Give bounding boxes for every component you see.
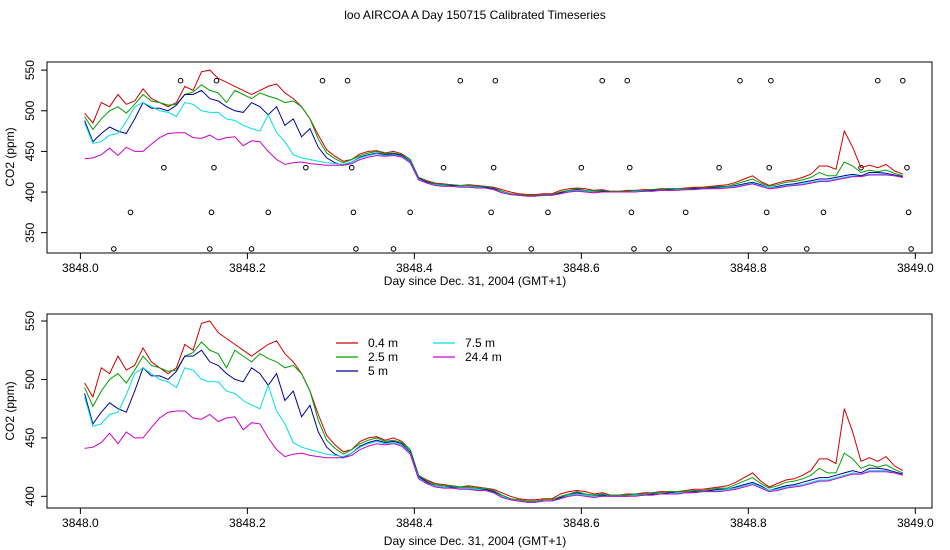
data-point	[110, 246, 117, 252]
data-point	[265, 209, 272, 216]
data-point	[874, 77, 881, 84]
bottom-plot-frame	[46, 313, 933, 509]
data-point	[177, 77, 184, 84]
legend: 0.4 m2.5 m5 m 7.5 m24.4 m	[336, 336, 502, 378]
data-point	[350, 209, 357, 216]
bottom-x-tick-label: 3848.8	[730, 516, 767, 530]
top-series-line-24-4-m	[84, 132, 903, 197]
legend-label: 5 m	[368, 364, 388, 378]
top-y-axis-label: CO2 (ppm)	[3, 127, 17, 186]
top-y-tick-label: 500	[23, 100, 37, 120]
data-point	[904, 164, 910, 171]
top-y-tick-label: 350	[23, 222, 37, 242]
data-point	[820, 209, 827, 216]
data-point	[488, 209, 494, 216]
legend-label: 2.5 m	[368, 350, 398, 364]
data-point	[211, 164, 217, 171]
top-x-tick-label: 3848.4	[396, 261, 433, 275]
data-point	[628, 209, 635, 216]
chart-title: loo AIRCOA A Day 150715 Calibrated Times…	[344, 8, 605, 22]
data-point	[578, 164, 585, 171]
data-point	[440, 164, 447, 171]
data-point	[899, 77, 906, 84]
bottom-panel: Day since Dec. 31, 2004 (GMT+1) CO2 (ppm…	[3, 311, 934, 548]
data-point	[213, 77, 220, 84]
data-point	[908, 246, 914, 252]
data-point	[208, 209, 215, 216]
top-panel: Day since Dec. 31, 2004 (GMT+1) CO2 (ppm…	[3, 60, 934, 288]
data-point	[207, 246, 213, 252]
legend-label: 0.4 m	[368, 336, 398, 350]
bottom-x-tick-label: 3848.6	[563, 516, 600, 530]
legend-label: 24.4 m	[465, 350, 502, 364]
data-point	[545, 209, 551, 216]
data-point	[766, 164, 772, 171]
bottom-y-tick-label: 550	[23, 311, 37, 331]
top-x-tick-label: 3849.0	[897, 261, 934, 275]
data-point	[457, 77, 464, 84]
top-y-tick-label: 550	[23, 60, 37, 80]
data-point	[737, 77, 743, 84]
data-point	[768, 77, 774, 84]
data-point	[319, 77, 326, 84]
top-y-tick-label: 450	[23, 141, 37, 161]
data-point	[528, 246, 535, 252]
top-x-axis-label: Day since Dec. 31, 2004 (GMT+1)	[384, 274, 566, 288]
bottom-x-axis-label: Day since Dec. 31, 2004 (GMT+1)	[384, 534, 566, 548]
top-x-tick-label: 3848.8	[730, 261, 767, 275]
data-point	[599, 77, 606, 84]
data-point	[248, 246, 255, 252]
top-x-tick-label: 3848.0	[62, 261, 99, 275]
data-point	[803, 246, 810, 252]
data-point	[858, 164, 864, 171]
top-series-line-0-4-m	[84, 69, 903, 195]
data-point	[624, 77, 631, 84]
data-point	[344, 77, 351, 84]
top-y-tick-label: 400	[23, 182, 37, 202]
bottom-y-axis-label: CO2 (ppm)	[3, 381, 17, 440]
top-series-line-2-5-m	[84, 84, 903, 196]
data-point	[486, 246, 493, 252]
bottom-y-tick-label: 400	[23, 486, 37, 506]
top-series-line-5-m	[84, 89, 903, 197]
bottom-y-tick-label: 500	[23, 369, 37, 389]
bottom-x-tick-label: 3848.4	[396, 516, 433, 530]
data-point	[631, 246, 637, 252]
data-point	[127, 209, 134, 216]
bottom-series-line-0-4-m	[84, 320, 904, 501]
bottom-series-line-24-4-m	[84, 410, 903, 503]
top-x-tick-label: 3848.6	[563, 261, 600, 275]
bottom-series-line-2-5-m	[84, 341, 903, 502]
data-point	[303, 164, 309, 171]
data-point	[492, 77, 499, 84]
data-point	[682, 209, 689, 216]
data-point	[161, 164, 167, 171]
data-point	[490, 164, 497, 171]
data-point	[407, 209, 413, 216]
data-point	[666, 246, 672, 252]
legend-label: 7.5 m	[465, 336, 495, 350]
data-point	[762, 246, 768, 252]
data-point	[905, 209, 912, 216]
bottom-x-tick-label: 3848.0	[62, 516, 99, 530]
data-point	[763, 209, 770, 216]
data-point	[716, 164, 722, 171]
bottom-x-tick-label: 3848.2	[229, 516, 266, 530]
data-point	[390, 246, 397, 252]
data-point	[353, 246, 359, 252]
data-point	[348, 164, 355, 171]
data-point	[626, 164, 633, 171]
bottom-series-line-5-m	[84, 349, 903, 503]
bottom-y-tick-label: 450	[23, 428, 37, 448]
top-x-tick-label: 3848.2	[229, 261, 266, 275]
top-plot-frame	[46, 61, 933, 254]
bottom-x-tick-label: 3849.0	[897, 516, 934, 530]
